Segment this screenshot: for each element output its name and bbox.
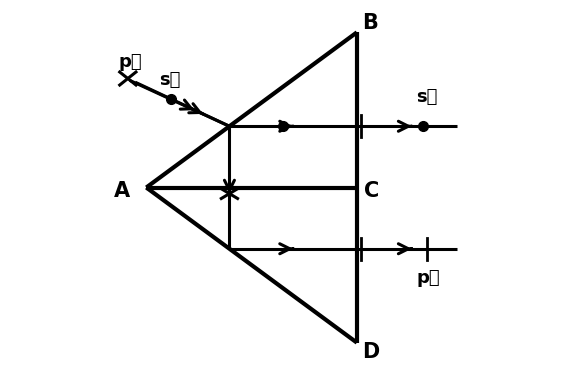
Text: D: D: [362, 342, 380, 362]
Text: s光: s光: [416, 88, 438, 106]
Text: A: A: [114, 181, 130, 201]
Text: p光: p光: [416, 269, 440, 287]
Text: B: B: [362, 13, 378, 33]
Text: C: C: [363, 181, 379, 201]
Text: p光: p光: [119, 53, 142, 71]
Text: s光: s光: [159, 71, 181, 89]
